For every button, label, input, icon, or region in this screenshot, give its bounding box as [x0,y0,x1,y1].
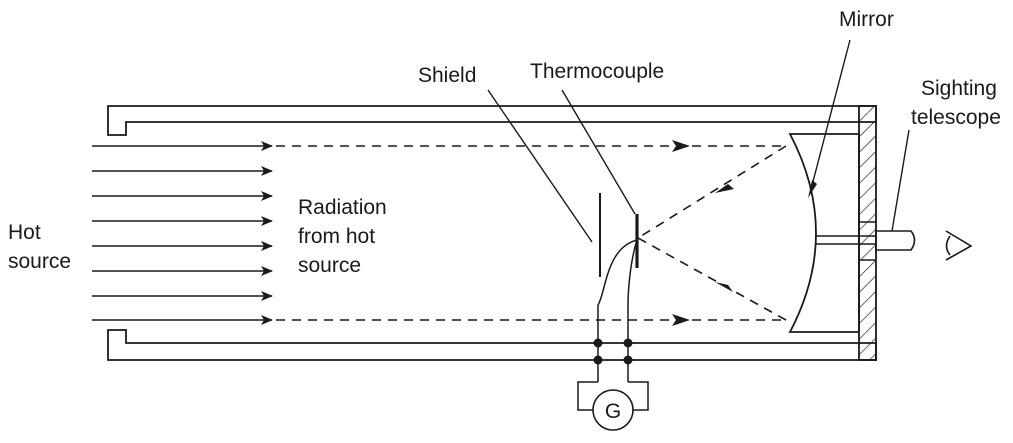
bottom-wall [107,329,877,361]
labels: Mirror Shield Thermocouple Sighting tele… [8,8,1001,277]
radiation-arrows [92,141,273,325]
telescope-leader [891,129,910,232]
galvanometer: G [592,389,634,431]
terminal-dot [593,338,603,348]
eye-icon [945,230,973,261]
shield-label: Shield [418,64,476,87]
radiation-label-line3: source [298,254,361,277]
ray-arrowhead [672,140,690,152]
mirror-label: Mirror [839,8,894,31]
ray-arrowhead [715,184,734,193]
ray-arrowhead [715,282,733,292]
top-wall [107,105,877,136]
mirror-leader-arrowhead [808,180,817,198]
hot-source-label-line1: Hot [8,221,41,244]
galvanometer-label: G [605,400,621,423]
ray-arrowhead [672,314,690,326]
leader-lines [487,39,910,243]
mirror-leader [809,39,851,194]
thermocouple-leads [577,239,649,411]
terminal-dot [623,355,633,365]
hot-source-label-line2: source [8,250,71,273]
ray-paths [276,140,787,326]
thermocouple-leader [561,89,636,215]
end-wall [858,105,877,361]
terminal-dot [623,338,633,348]
telescope-tube [875,230,916,251]
terminal-dot [593,355,603,365]
reflected-ray-top [637,145,787,239]
thermocouple-label: Thermocouple [530,60,664,83]
radiation-label-line1: Radiation [298,196,387,219]
tube-housing [107,105,877,361]
shield-leader [487,89,593,243]
sighting-telescope-label-line1: Sighting [921,77,997,100]
reflected-ray-bottom [637,237,787,321]
sighting-telescope-label-line2: telescope [911,106,1001,129]
radiation-label-line2: from hot [298,225,375,248]
concave-mirror [788,133,860,333]
